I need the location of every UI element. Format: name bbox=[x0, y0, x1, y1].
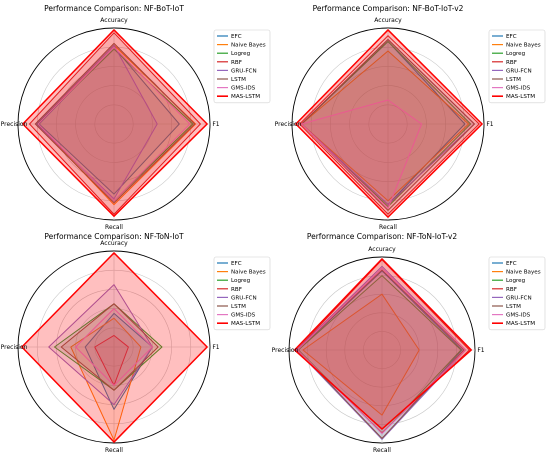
chart-title: Performance Comparison: NF-BoT-IoT-v2 bbox=[313, 4, 464, 13]
axis-label-accuracy: Accuracy bbox=[100, 17, 128, 24]
legend-entry-logreg: Logreg bbox=[506, 51, 526, 57]
axis-label-f1: F1 bbox=[212, 344, 219, 351]
series-lstm bbox=[301, 39, 475, 211]
legend: EFC Naive Bayes Logreg RBF GRU-FCN LSTM GMS-ID… bbox=[213, 29, 271, 104]
legend-entry-logreg: Logreg bbox=[231, 278, 251, 284]
legend-entry-gru-fcn: GRU-FCN bbox=[231, 295, 257, 301]
series-mas-lstm bbox=[21, 252, 208, 443]
radar-chart-2: Performance Comparison: NF-BoT-IoT-v2 Acc… bbox=[275, 4, 546, 231]
legend-entry-efc: EFC bbox=[506, 261, 517, 267]
series-naive-bayes bbox=[302, 293, 420, 416]
legend: EFC Naive Bayes Logreg RBF GRU-FCN LSTM GMS-ID… bbox=[488, 29, 546, 104]
legend-entry-rbf: RBF bbox=[506, 287, 517, 293]
legend-entry-gms-ids: GMS-IDS bbox=[506, 86, 531, 92]
legend-entry-naive-bayes: Naive Bayes bbox=[231, 43, 266, 49]
legend-entry-rbf: RBF bbox=[506, 60, 517, 66]
axis-label-recall: Recall bbox=[379, 224, 397, 231]
legend-entry-naive-bayes: Naive Bayes bbox=[231, 270, 266, 276]
legend-box bbox=[213, 29, 271, 104]
legend-entry-mas-lstm: MAS-LSTM bbox=[231, 321, 260, 327]
series-gms-ids bbox=[75, 308, 153, 386]
legend-entry-logreg: Logreg bbox=[506, 278, 526, 284]
legend-box bbox=[488, 29, 546, 104]
legend-entry-mas-lstm: MAS-LSTM bbox=[506, 94, 535, 100]
series-efc bbox=[84, 312, 153, 410]
legend-entry-gru-fcn: GRU-FCN bbox=[231, 68, 257, 74]
axis-label-f1: F1 bbox=[486, 121, 493, 128]
axis-label-recall: Recall bbox=[373, 447, 391, 452]
axis-label-accuracy: Accuracy bbox=[100, 240, 128, 247]
radar-chart-4: Performance Comparison: NF-ToN-IoT-v2 Acc… bbox=[272, 232, 546, 452]
radar-chart-3: Performance Comparison: NF-ToN-IoTAccura… bbox=[1, 232, 271, 452]
legend-entry-lstm: LSTM bbox=[506, 77, 521, 83]
axis-label-f1: F1 bbox=[212, 121, 219, 128]
axis-label-recall: Recall bbox=[105, 224, 123, 231]
axis-label-f1: F1 bbox=[477, 347, 484, 354]
series-gru-fcn bbox=[35, 44, 158, 200]
legend: EFC Naive Bayes Logreg RBF GRU-FCN LSTM GMS-ID… bbox=[213, 256, 271, 331]
chart-title: Performance Comparison: NF-ToN-IoT-v2 bbox=[307, 232, 458, 241]
axis-label-precision: Precision bbox=[1, 121, 28, 128]
legend: EFC Naive Bayes Logreg RBF GRU-FCN LSTM GMS-ID… bbox=[488, 256, 546, 331]
legend-entry-mas-lstm: MAS-LSTM bbox=[231, 94, 260, 100]
series-mas-lstm bbox=[295, 29, 483, 218]
series-gms-ids bbox=[37, 46, 191, 202]
legend-entry-lstm: LSTM bbox=[506, 304, 521, 310]
legend-box bbox=[213, 256, 271, 331]
legend-entry-gms-ids: GMS-IDS bbox=[231, 86, 256, 92]
series-lstm bbox=[34, 42, 196, 204]
series-gms-ids bbox=[296, 267, 467, 435]
legend-entry-gms-ids: GMS-IDS bbox=[231, 313, 256, 319]
series-rbf bbox=[29, 32, 201, 215]
legend-entry-naive-bayes: Naive Bayes bbox=[506, 43, 541, 49]
legend-entry-gru-fcn: GRU-FCN bbox=[506, 68, 532, 74]
radar-chart-1: Performance Comparison: NF-BoT-IoT Accura… bbox=[1, 4, 271, 231]
legend-entry-gms-ids: GMS-IDS bbox=[506, 313, 531, 319]
series-gms-ids bbox=[301, 99, 423, 209]
legend-entry-efc: EFC bbox=[231, 34, 242, 40]
series-rbf bbox=[299, 35, 480, 215]
axis-label-accuracy: Accuracy bbox=[374, 17, 402, 24]
legend-entry-rbf: RBF bbox=[231, 287, 242, 293]
axis-label-precision: Precision bbox=[272, 347, 299, 354]
axis-label-accuracy: Accuracy bbox=[368, 246, 396, 253]
series-lstm bbox=[60, 303, 159, 391]
axis-label-precision: Precision bbox=[1, 344, 28, 351]
legend-entry-lstm: LSTM bbox=[231, 77, 246, 83]
series-naive-bayes bbox=[301, 50, 470, 202]
legend-entry-logreg: Logreg bbox=[231, 51, 251, 57]
axis-label-precision: Precision bbox=[275, 121, 302, 128]
series-mas-lstm bbox=[22, 29, 208, 217]
legend-entry-mas-lstm: MAS-LSTM bbox=[506, 321, 535, 327]
legend-entry-gru-fcn: GRU-FCN bbox=[506, 295, 532, 301]
legend-entry-efc: EFC bbox=[506, 34, 517, 40]
legend-box bbox=[488, 256, 546, 331]
series-mas-lstm bbox=[293, 258, 473, 430]
legend-entry-rbf: RBF bbox=[231, 60, 242, 66]
legend-entry-naive-bayes: Naive Bayes bbox=[506, 270, 541, 276]
axis-label-recall: Recall bbox=[105, 447, 123, 452]
chart-title: Performance Comparison: NF-ToN-IoT bbox=[44, 232, 184, 241]
legend-entry-lstm: LSTM bbox=[231, 304, 246, 310]
legend-entry-efc: EFC bbox=[231, 261, 242, 267]
chart-title: Performance Comparison: NF-BoT-IoT bbox=[44, 4, 184, 13]
series-gru-fcn bbox=[48, 284, 153, 406]
